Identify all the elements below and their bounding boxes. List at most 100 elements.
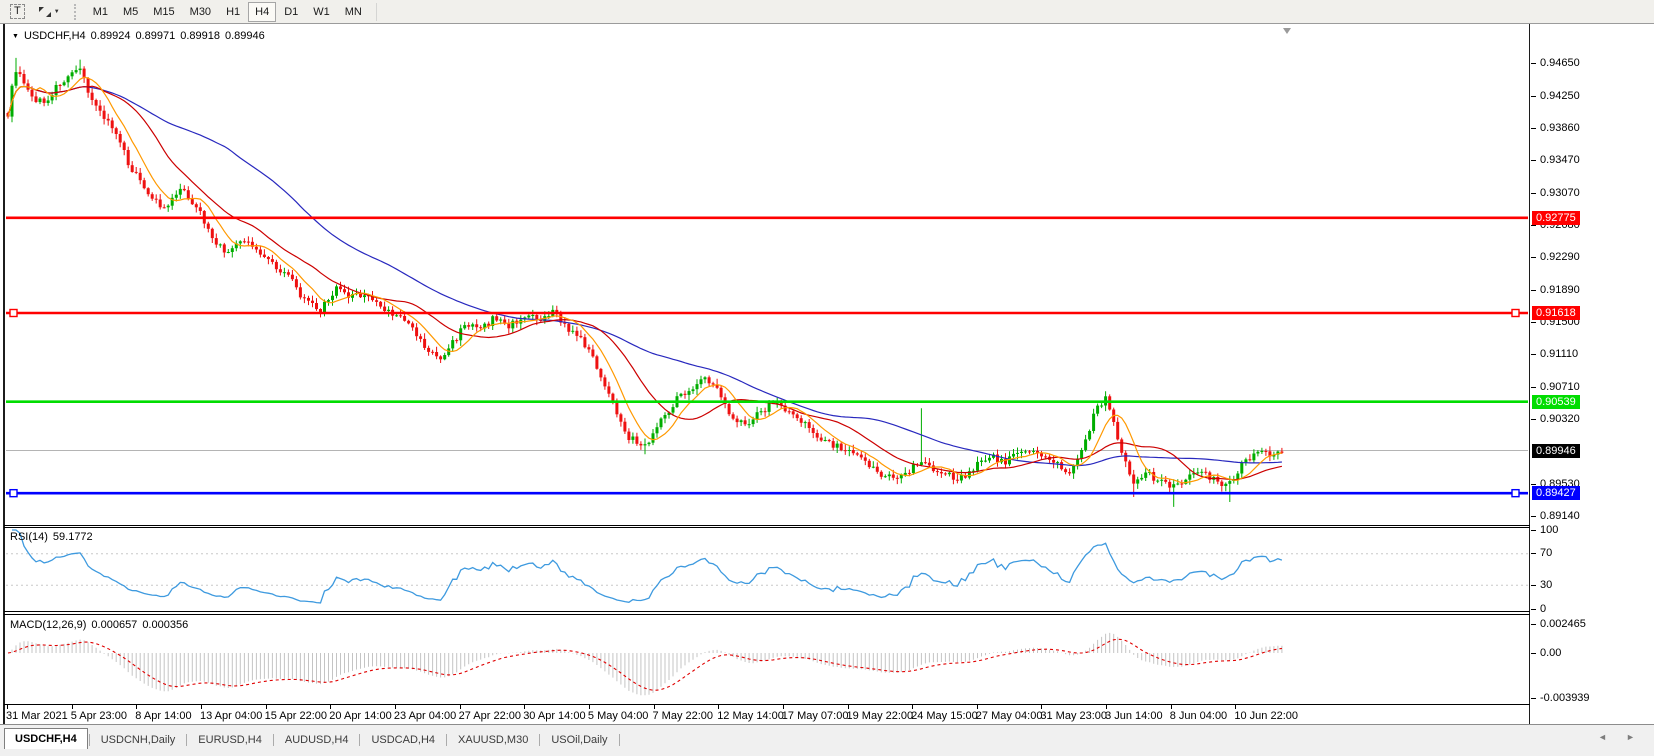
time-tick [459, 705, 461, 709]
text-tool-button[interactable]: T [4, 2, 31, 22]
tab-separator [446, 734, 448, 746]
timeframe-button-D1[interactable]: D1 [277, 2, 305, 22]
chart-title-row: ▼ USDCHF,H4 0.89924 0.89971 0.89918 0.89946 [12, 30, 270, 44]
price-tick-label: 0.91890 [1540, 284, 1580, 297]
panel-separator[interactable] [4, 611, 1530, 612]
timeframe-button-M1[interactable]: M1 [86, 2, 115, 22]
timeframe-button-H1[interactable]: H1 [219, 2, 247, 22]
chart-tab-EURUSD-H4[interactable]: EURUSD,H4 [198, 734, 262, 746]
time-tick-label: 8 Apr 14:00 [135, 710, 192, 722]
price-tick-dash [1531, 257, 1536, 259]
ohlc-close: 0.89946 [224, 30, 265, 42]
tab-separator [272, 734, 274, 746]
panel-separator[interactable] [4, 704, 1530, 705]
time-axis[interactable]: 31 Mar 2021 5 Apr 23:00 8 Apr 14:00 13 Apr … [6, 705, 1528, 724]
rsi-indicator-canvas[interactable] [6, 528, 1528, 611]
timeframe-toolbar: M1 M5 M15 M30 H1 H4 D1 W1 MN [86, 1, 370, 22]
timeframe-button-H4[interactable]: H4 [248, 1, 277, 22]
chart-tab-XAUUSD-M30[interactable]: XAUUSD,M30 [458, 734, 529, 746]
time-tick [653, 705, 655, 709]
time-tick [394, 705, 396, 709]
price-tick-dash [1531, 96, 1536, 98]
price-tick-dash [1531, 290, 1536, 292]
price-tick-dash [1531, 63, 1536, 65]
current-price-tag: 0.89946 [1532, 443, 1580, 458]
timeframe-button-MN[interactable]: MN [338, 2, 369, 22]
chart-tab-USDCNH-Daily[interactable]: USDCNH,Daily [100, 734, 176, 746]
chart-window: ▼ USDCHF,H4 0.89924 0.89971 0.89918 0.89946 R… [0, 24, 1654, 724]
pointer-tool-button[interactable]: ▼ [33, 2, 66, 22]
chart-tab-USDCHF-H4[interactable]: USDCHF,H4 [4, 728, 88, 749]
macd-tick-label: 0.002465 [1540, 618, 1586, 631]
time-tick-label: 12 May 14:00 [717, 710, 784, 722]
level-price-tag: 0.89427 [1532, 486, 1580, 501]
chart-symbol-label: USDCHF,H4 [23, 30, 86, 42]
tab-scroll-left-icon[interactable]: ◄ [1598, 732, 1607, 742]
panel-separator[interactable] [4, 527, 1530, 528]
chevron-down-icon: ▼ [53, 8, 60, 15]
time-tick-label: 15 Apr 22:00 [264, 710, 327, 722]
macd-indicator-label: MACD(12,26,9) [10, 619, 87, 631]
macd-label-row: MACD(12,26,9) 0.000657 0.000356 [10, 619, 193, 631]
macd-indicator-canvas[interactable] [6, 615, 1528, 704]
price-tick-dash [1531, 387, 1536, 389]
toolbar-separator [375, 2, 377, 21]
timeframe-button-M30[interactable]: M30 [183, 2, 218, 22]
price-tick-label: 0.93470 [1540, 154, 1580, 167]
price-chart-canvas[interactable] [6, 27, 1528, 525]
price-tick-label: 0.90710 [1540, 381, 1580, 394]
price-tick-dash [1531, 225, 1536, 227]
price-tick-dash [1531, 193, 1536, 195]
price-tick-dash [1531, 322, 1536, 324]
tab-separator [88, 734, 90, 746]
tab-separator [186, 734, 188, 746]
rsi-tick-dash [1531, 553, 1536, 555]
toolbar-grip[interactable] [73, 3, 80, 20]
price-tick-dash [1531, 419, 1536, 421]
time-tick-label: 13 Apr 04:00 [200, 710, 263, 722]
collapse-triangle-icon[interactable]: ▼ [12, 33, 19, 40]
time-tick [588, 705, 590, 709]
level-price-tag: 0.92775 [1532, 210, 1580, 225]
time-tick-label: 5 Apr 23:00 [70, 710, 127, 722]
price-tick-dash [1531, 354, 1536, 356]
price-tick-label: 0.93070 [1540, 187, 1580, 200]
axis-border-vertical [1529, 24, 1530, 724]
macd-tick-label: 0.00 [1540, 646, 1562, 659]
price-axis[interactable]: 0.94650 0.94250 0.93860 0.93470 0.93070 0.926… [1531, 24, 1654, 724]
price-tick-label: 0.94250 [1540, 90, 1580, 103]
price-tick-dash [1531, 160, 1536, 162]
price-tick-dash [1531, 128, 1536, 130]
macd-signal-value: 0.000356 [142, 619, 189, 631]
ohlc-low: 0.89918 [180, 30, 220, 42]
chart-shift-marker[interactable] [1283, 28, 1291, 34]
timeframe-button-M5[interactable]: M5 [116, 2, 145, 22]
tab-separator [618, 734, 620, 746]
chart-tab-AUDUSD-H4[interactable]: AUDUSD,H4 [284, 734, 349, 746]
rsi-value: 59.1772 [52, 531, 93, 543]
macd-tick-dash [1531, 624, 1536, 626]
timeframe-button-W1[interactable]: W1 [306, 2, 337, 22]
price-tick-dash [1531, 484, 1536, 486]
rsi-label-row: RSI(14) 59.1772 [10, 531, 98, 543]
time-tick-label: 23 Apr 04:00 [393, 710, 457, 722]
time-tick [265, 705, 267, 709]
chart-tab-USOil-Daily[interactable]: USOil,Daily [551, 734, 608, 746]
chart-tab-USDCAD-H4[interactable]: USDCAD,H4 [371, 734, 436, 746]
panel-separator[interactable] [4, 614, 1530, 615]
tab-scroll-right-icon[interactable]: ► [1626, 732, 1635, 742]
rsi-indicator-label: RSI(14) [10, 531, 48, 543]
ohlc-open: 0.89924 [90, 30, 131, 42]
macd-tick-dash [1531, 652, 1536, 654]
time-tick [7, 705, 8, 709]
price-tick-label: 0.93860 [1540, 122, 1580, 135]
rsi-tick-label: 100 [1540, 523, 1559, 536]
price-tick-label: 0.90320 [1540, 413, 1580, 426]
panel-separator[interactable] [4, 525, 1530, 526]
ohlc-high: 0.89971 [135, 30, 176, 42]
time-tick [847, 705, 849, 709]
time-tick [136, 705, 138, 709]
time-tick [524, 705, 526, 709]
timeframe-button-M15[interactable]: M15 [146, 2, 181, 22]
toolbar: T ▼ M1 M5 M15 M30 H1 H4 D1 W1 MN [0, 0, 1654, 24]
